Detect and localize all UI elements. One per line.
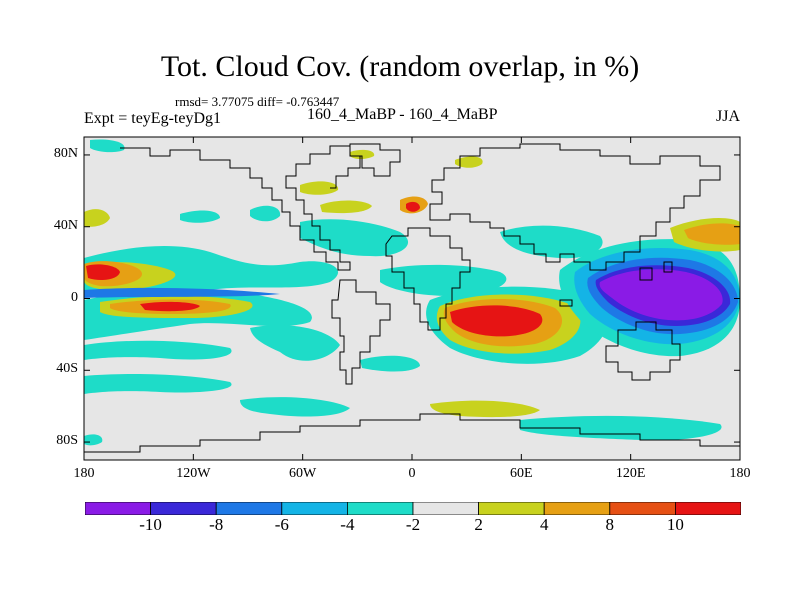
lon-tick-label: 120E xyxy=(615,466,646,481)
stats-text: rmsd= 3.77075 diff= -0.763447 xyxy=(175,94,340,109)
anomaly-yellow-north-pacific-far xyxy=(84,209,110,227)
anomaly-red-band-south-pacific xyxy=(140,301,200,312)
lat-tick-label: 0 xyxy=(71,289,78,305)
colorbar-tick-label: -6 xyxy=(274,515,289,534)
anomaly-cyan-arctic xyxy=(90,139,125,153)
colorbar-tick-label: -10 xyxy=(139,515,162,534)
colorbar-tick-label: 8 xyxy=(605,515,615,534)
anomaly-cyan-atlantic-north xyxy=(300,219,409,257)
lon-tick-label: 60W xyxy=(289,466,317,481)
anomaly-cyan-north-pacific-2 xyxy=(180,210,220,223)
season-label: JJA xyxy=(716,108,741,125)
colorbar-tick-label: -4 xyxy=(340,515,355,534)
colorbar-swatch xyxy=(346,502,414,515)
colorbar-swatch xyxy=(478,502,545,515)
coastline-north-america xyxy=(120,145,361,271)
lat-tick-label: 80N xyxy=(53,145,78,161)
coastline-antarctica xyxy=(84,413,740,453)
lon-tick-label: 180 xyxy=(73,466,95,481)
lat-tick-label: 80S xyxy=(56,433,78,449)
anomaly-yellow-arctic-1 xyxy=(300,181,339,195)
anomaly-blue-line-equator xyxy=(84,287,280,298)
colorbar-tick-label: -8 xyxy=(209,515,224,534)
lon-tick-label: 180 xyxy=(729,466,751,481)
lon-tick-label: 120W xyxy=(176,466,211,481)
colorbar-swatch xyxy=(543,502,611,515)
colorbar-tick-label: 10 xyxy=(666,515,684,534)
period-label: 160_4_MaBP - 160_4_MaBP xyxy=(307,106,498,123)
anomaly-yellow-arctic-2 xyxy=(320,200,372,214)
experiment-label: Expt = teyEg-teyDg1 xyxy=(84,110,221,127)
anomaly-red-pacific-north xyxy=(86,264,120,280)
lat-tick-label: 40S xyxy=(56,361,78,377)
coastline-africa xyxy=(385,227,471,331)
coastline-south-america xyxy=(331,279,391,385)
colorbar-tick-label: 2 xyxy=(474,515,483,534)
colorbar-swatch xyxy=(412,502,479,515)
anomaly-orange-north-pacific-east xyxy=(684,223,740,245)
coastline-australia xyxy=(605,321,681,381)
anomaly-yellow-north-asia xyxy=(455,156,483,168)
anomaly-cyan-south-pacific-2 xyxy=(84,340,232,360)
coastlines xyxy=(84,143,740,453)
anomaly-yellow-southern-ocean xyxy=(430,400,540,418)
colorbar-swatch xyxy=(215,502,283,515)
anomaly-red-europe xyxy=(406,201,420,212)
anomaly-cyan-southern-ocean-1 xyxy=(84,374,232,394)
colorbar-swatch xyxy=(281,502,348,515)
anomaly-yellow-arctic-3 xyxy=(350,149,375,159)
anomaly-cyan-east-asia xyxy=(500,225,603,259)
anomaly-cyan-southern-ocean-2 xyxy=(240,397,350,417)
anomaly-cyan-north-atlantic xyxy=(250,205,281,222)
colorbar-swatch xyxy=(85,502,151,515)
anomaly-red-indian-ocean xyxy=(450,305,543,337)
colorbar-swatch xyxy=(675,502,741,515)
anomaly-purple-west-pacific xyxy=(599,269,723,321)
anomaly-cyan-south-pacific-3 xyxy=(250,325,340,361)
anomaly-cyan-southern-ocean-3 xyxy=(520,415,722,441)
colorbar-tick-label: 4 xyxy=(539,515,549,534)
anomaly-cyan-antarctic xyxy=(84,434,103,446)
figure-title: Tot. Cloud Cov. (random overlap, in %) xyxy=(160,50,640,83)
colorbar xyxy=(85,502,741,515)
lon-tick-label: 60E xyxy=(510,466,533,481)
lon-tick-label: 0 xyxy=(408,466,416,481)
colorbar-swatch xyxy=(150,502,217,515)
colorbar-swatch xyxy=(609,502,676,515)
coastline-asia-islands xyxy=(559,261,673,307)
axis-ticks xyxy=(83,137,741,460)
anomaly-cyan-south-atlantic xyxy=(360,355,420,372)
coastline-eurasia xyxy=(429,143,721,271)
colorbar-tick-label: -2 xyxy=(405,515,421,534)
lat-tick-label: 40N xyxy=(53,217,78,233)
coastline-greenland xyxy=(349,143,401,177)
